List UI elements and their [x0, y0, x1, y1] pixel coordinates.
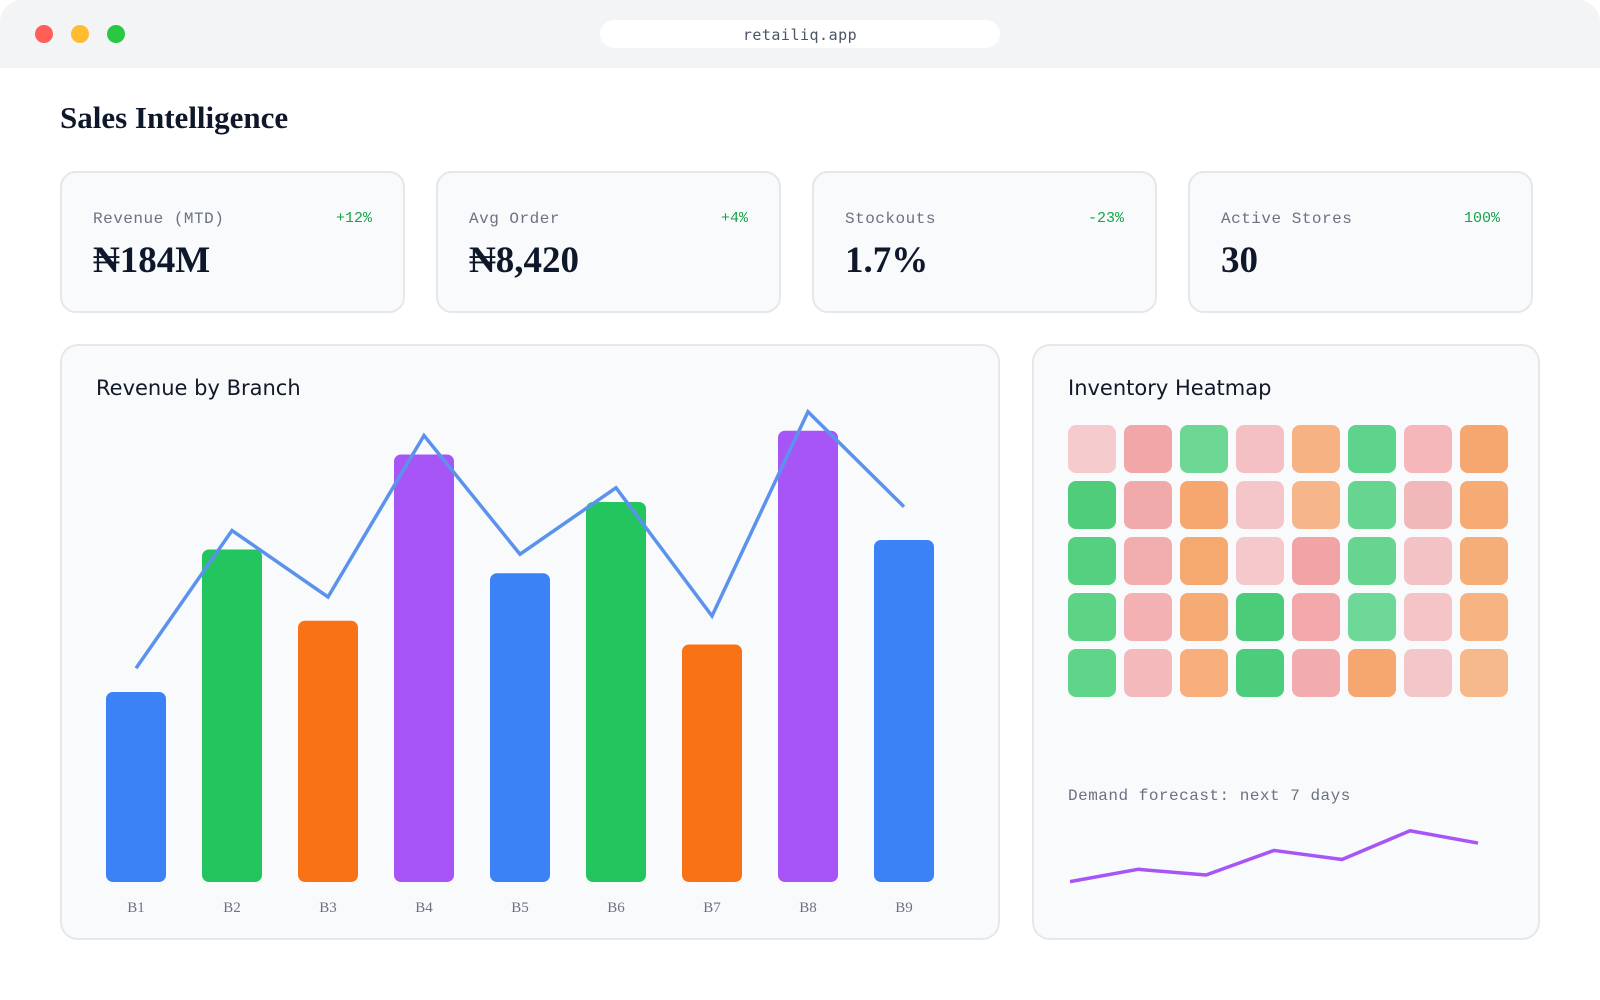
heatmap-cell[interactable] [1404, 593, 1452, 641]
kpi-value: ₦8,420 [469, 240, 579, 281]
x-tick-label: B3 [319, 900, 337, 916]
x-tick-label: B1 [127, 900, 145, 916]
heatmap-cell[interactable] [1236, 593, 1284, 641]
inventory-heatmap-grid [1068, 425, 1510, 697]
bar-b7[interactable] [682, 644, 742, 883]
heatmap-cell[interactable] [1124, 537, 1172, 585]
kpi-card-active-stores[interactable]: Active Stores 100% 30 [1188, 171, 1533, 313]
heatmap-cell[interactable] [1180, 593, 1228, 641]
x-tick-label: B6 [607, 900, 625, 916]
heatmap-cell[interactable] [1236, 649, 1284, 697]
heatmap-cell[interactable] [1460, 649, 1508, 697]
heatmap-cell[interactable] [1236, 537, 1284, 585]
kpi-label: Revenue (MTD) [93, 210, 225, 228]
forecast-line [1069, 829, 1479, 884]
bar-b5[interactable] [490, 573, 550, 882]
x-tick-label: B7 [703, 900, 721, 916]
kpi-delta: -23% [1087, 210, 1124, 227]
page-title: Sales Intelligence [60, 100, 289, 135]
bar-b8[interactable] [778, 430, 838, 882]
heatmap-cell[interactable] [1292, 537, 1340, 585]
heatmap-cell[interactable] [1460, 537, 1508, 585]
heatmap-cell[interactable] [1404, 425, 1452, 473]
heatmap-cell[interactable] [1460, 481, 1508, 529]
heatmap-cell[interactable] [1124, 649, 1172, 697]
heatmap-cell[interactable] [1404, 537, 1452, 585]
heatmap-cell[interactable] [1180, 481, 1228, 529]
heatmap-cell[interactable] [1292, 649, 1340, 697]
revenue-bar-chart: B1 B2 B3 B4 B5 B6 B7 B8 B9 [106, 408, 934, 916]
heatmap-cell[interactable] [1348, 649, 1396, 697]
x-tick-label: B2 [223, 900, 241, 916]
minimize-window-button[interactable] [71, 25, 89, 43]
kpi-delta: +12% [335, 210, 372, 227]
inventory-heatmap-panel: Inventory Heatmap Demand forecast: next … [1032, 344, 1540, 940]
heatmap-cell[interactable] [1348, 537, 1396, 585]
bar-b4[interactable] [394, 454, 454, 883]
heatmap-cell[interactable] [1460, 425, 1508, 473]
kpi-value: 1.7% [845, 240, 929, 281]
close-window-button[interactable] [35, 25, 53, 43]
kpi-value: 30 [1221, 240, 1258, 281]
kpi-card-stockouts[interactable]: Stockouts -23% 1.7% [812, 171, 1157, 313]
bar-b1[interactable] [106, 692, 166, 882]
revenue-by-branch-panel: Revenue by Branch B1 B2 B3 B4 B5 B6 B7 B8 B9 [60, 344, 1000, 940]
kpi-card-revenue[interactable]: Revenue (MTD) +12% ₦184M [60, 171, 405, 313]
heatmap-cell[interactable] [1068, 425, 1116, 473]
address-bar[interactable]: retailiq.app [600, 20, 1000, 48]
heatmap-cell[interactable] [1124, 593, 1172, 641]
heatmap-cell[interactable] [1236, 425, 1284, 473]
browser-toolbar: retailiq.app [0, 0, 1600, 68]
kpi-delta: +4% [720, 210, 748, 227]
demand-forecast-sparkline [1069, 829, 1479, 884]
kpi-value: ₦184M [93, 240, 211, 281]
heatmap-cell[interactable] [1124, 481, 1172, 529]
heatmap-cell[interactable] [1068, 537, 1116, 585]
heatmap-cell[interactable] [1404, 649, 1452, 697]
heatmap-cell[interactable] [1348, 425, 1396, 473]
heatmap-cell[interactable] [1180, 537, 1228, 585]
bar-b6[interactable] [586, 502, 646, 882]
bar-b3[interactable] [298, 620, 358, 882]
heatmap-cell[interactable] [1348, 593, 1396, 641]
heatmap-cell[interactable] [1236, 481, 1284, 529]
x-tick-label: B8 [799, 900, 817, 916]
kpi-card-avg-order[interactable]: Avg Order +4% ₦8,420 [436, 171, 781, 313]
heatmap-cell[interactable] [1292, 425, 1340, 473]
x-tick-label: B4 [415, 900, 433, 916]
x-tick-label: B5 [511, 900, 529, 916]
x-tick-label: B9 [895, 900, 913, 916]
heatmap-cell[interactable] [1068, 593, 1116, 641]
kpi-label: Stockouts [845, 210, 936, 228]
bar-b9[interactable] [874, 540, 934, 882]
heatmap-cell[interactable] [1068, 481, 1116, 529]
kpi-label: Avg Order [469, 210, 560, 228]
heatmap-cell[interactable] [1068, 649, 1116, 697]
heatmap-cell[interactable] [1180, 425, 1228, 473]
heatmap-cell[interactable] [1460, 593, 1508, 641]
panel-title: Revenue by Branch [96, 376, 301, 400]
forecast-label: Demand forecast: next 7 days [1068, 787, 1351, 805]
kpi-delta: 100% [1463, 210, 1500, 227]
heatmap-cell[interactable] [1292, 593, 1340, 641]
heatmap-cell[interactable] [1348, 481, 1396, 529]
bar-b2[interactable] [202, 549, 262, 883]
heatmap-cell[interactable] [1124, 425, 1172, 473]
heatmap-cell[interactable] [1180, 649, 1228, 697]
heatmap-cell[interactable] [1404, 481, 1452, 529]
kpi-label: Active Stores [1221, 210, 1353, 228]
panel-title: Inventory Heatmap [1068, 376, 1272, 400]
heatmap-cell[interactable] [1292, 481, 1340, 529]
maximize-window-button[interactable] [107, 25, 125, 43]
